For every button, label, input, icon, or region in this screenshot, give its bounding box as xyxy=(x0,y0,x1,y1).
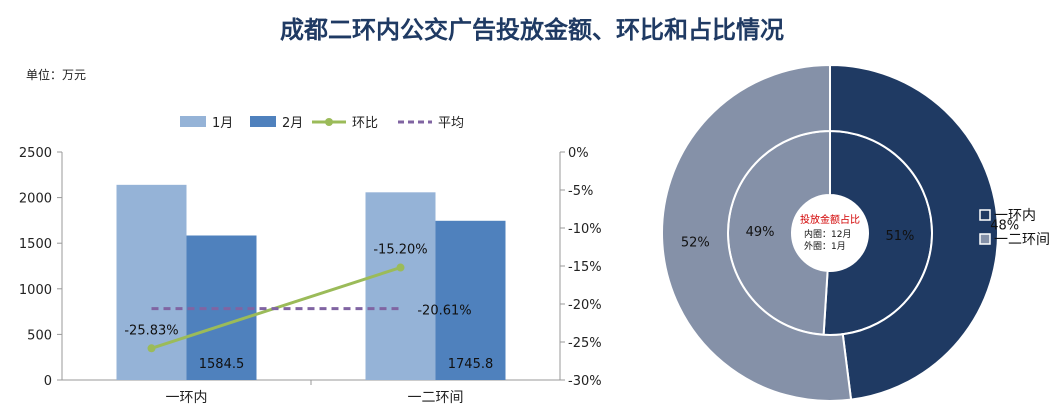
center-note: 内圈：12月 xyxy=(804,228,851,240)
bar-2-2 xyxy=(435,220,506,380)
y2-tick-label: -10% xyxy=(568,222,602,237)
legend-label-1: 1月 xyxy=(212,116,233,131)
line-point xyxy=(396,263,405,272)
average-data-label: -20.61% xyxy=(417,304,471,319)
x-tick-label: 一环内 xyxy=(166,390,208,406)
outer-slice-label: 48% xyxy=(990,219,1019,234)
x-tick-label: 一二环间 xyxy=(408,390,464,406)
y-tick-label: 0 xyxy=(44,374,52,389)
donut-legend-label-1: 一环内 xyxy=(994,208,1036,224)
unit-label: 单位：万元 xyxy=(26,68,87,82)
y2-tick-label: 0% xyxy=(568,146,589,161)
donut-legend-label-2: 一二环间 xyxy=(994,232,1050,248)
inner-slice-label: 51% xyxy=(886,229,915,244)
bar-data-label: 1745.8 xyxy=(448,357,494,372)
outer-slice-2 xyxy=(661,63,853,402)
chart-legend: 1月 2月 环比 平均 xyxy=(180,116,464,131)
bar-line-chart: 1月 2月 环比 平均 0 500 1000 1500 2000 2500 0% -5% -10% -15… xyxy=(19,116,602,406)
y2-tick-label: -5% xyxy=(568,184,593,199)
legend-label-2: 2月 xyxy=(282,116,303,131)
page-title: 成都二环内公交广告投放金额、环比和占比情况 xyxy=(280,16,784,44)
bar-2-1 xyxy=(186,235,257,380)
legend-swatch-2 xyxy=(250,116,276,127)
y-tick-label: 1500 xyxy=(19,237,52,252)
donut-legend-swatch-1 xyxy=(979,209,991,221)
center-title: 投放金额占比 xyxy=(800,213,860,226)
inner-slice-label: 49% xyxy=(746,225,775,240)
y-tick-label: 1000 xyxy=(19,283,52,298)
legend-line-label-2: 平均 xyxy=(438,116,464,131)
y2-tick-label: -25% xyxy=(568,336,602,351)
y-tick-label: 2000 xyxy=(19,192,52,207)
y-tick-label: 2500 xyxy=(19,146,52,161)
outer-slice-label: 52% xyxy=(681,235,710,250)
line-point xyxy=(147,344,156,353)
legend-line-label-1: 环比 xyxy=(352,116,378,131)
line-data-label: -25.83% xyxy=(124,323,178,338)
center-note: 外圈：1月 xyxy=(804,240,846,252)
y-tick-label: 500 xyxy=(27,328,52,343)
legend-swatch-1 xyxy=(180,116,206,127)
outer-slice-1 xyxy=(829,63,999,401)
y2-tick-label: -15% xyxy=(568,260,602,275)
donut-legend-swatch-2 xyxy=(979,233,991,245)
y2-tick-label: -20% xyxy=(568,298,602,313)
bar-1-2 xyxy=(365,192,436,380)
bar-data-label: 1584.5 xyxy=(199,357,245,372)
y2-tick-label: -30% xyxy=(568,374,602,389)
legend-marker-1 xyxy=(325,118,333,126)
line-data-label: -15.20% xyxy=(373,243,427,258)
